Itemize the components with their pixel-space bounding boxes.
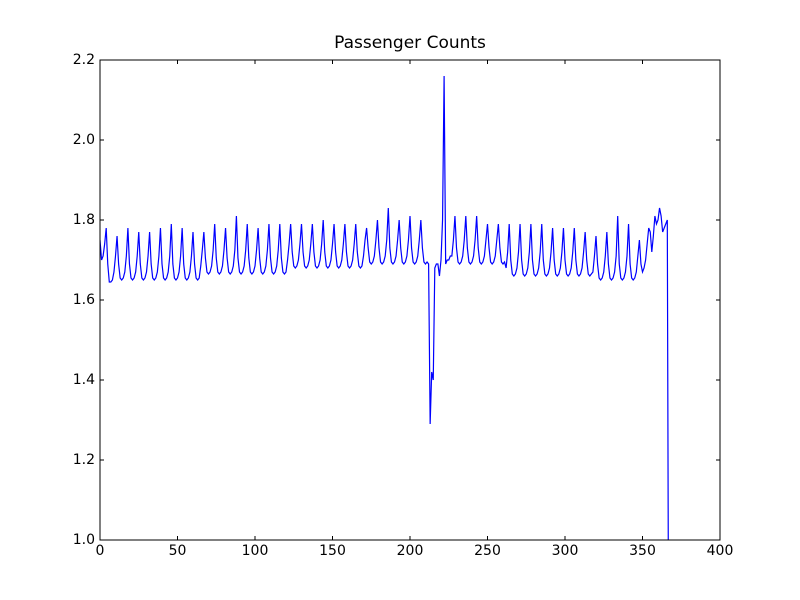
x-tick-label: 300 [552, 543, 579, 559]
x-tick-label: 200 [397, 543, 424, 559]
x-tick-label: 250 [474, 543, 501, 559]
x-tick-label: 0 [96, 543, 105, 559]
y-tick-label: 1.8 [73, 212, 95, 228]
x-tick-label: 350 [629, 543, 656, 559]
y-tick-label: 1.4 [73, 372, 95, 388]
y-tick-label: 2.2 [73, 52, 95, 68]
x-tick-label: 150 [319, 543, 346, 559]
x-tick-label: 400 [707, 543, 734, 559]
y-tick-label: 2.0 [73, 132, 95, 148]
data-line [100, 75, 669, 540]
x-tick-label: 50 [169, 543, 187, 559]
y-tick-label: 1.6 [73, 292, 95, 308]
y-tick-label: 1.2 [73, 452, 95, 468]
chart-title: Passenger Counts [334, 33, 486, 53]
x-tick-label: 100 [242, 543, 269, 559]
y-tick-label: 1.0 [73, 532, 95, 548]
